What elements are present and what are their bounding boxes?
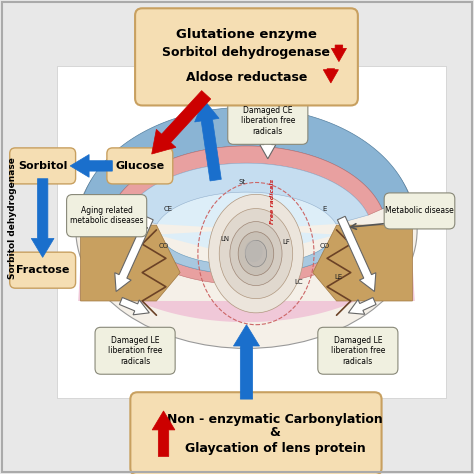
Ellipse shape [209,194,303,313]
Text: &: & [270,426,280,439]
Text: Damaged LE
liberation free
radicals: Damaged LE liberation free radicals [331,336,385,365]
Polygon shape [111,146,382,215]
Polygon shape [119,298,149,315]
Polygon shape [152,91,211,154]
Text: Aging related
metabolic diseases: Aging related metabolic diseases [70,206,144,225]
Text: Glucose: Glucose [115,161,164,171]
Text: Sorbitol: Sorbitol [18,161,67,171]
Text: LF: LF [283,239,291,245]
FancyBboxPatch shape [318,327,398,374]
Polygon shape [78,251,415,322]
Text: Free radicals: Free radicals [270,179,275,224]
FancyBboxPatch shape [10,252,75,288]
Polygon shape [115,216,153,292]
Text: E: E [322,206,327,211]
Polygon shape [313,225,412,301]
Text: Metabolic disease: Metabolic disease [385,207,454,215]
Polygon shape [323,69,338,83]
FancyBboxPatch shape [384,193,455,229]
Text: St: St [238,180,246,185]
Ellipse shape [230,222,282,285]
Polygon shape [152,411,175,456]
Polygon shape [70,155,112,177]
Text: CO: CO [158,244,169,249]
Text: Sorbitol dehydrogenase: Sorbitol dehydrogenase [163,46,330,59]
Text: Fractose: Fractose [16,265,69,275]
Text: Non - enzymatic Carbonylation: Non - enzymatic Carbonylation [167,413,383,426]
Polygon shape [195,100,221,181]
Polygon shape [135,242,358,285]
FancyBboxPatch shape [10,148,75,184]
Ellipse shape [76,111,417,348]
Polygon shape [331,45,346,62]
Text: LC: LC [294,279,303,285]
FancyBboxPatch shape [228,98,308,144]
Text: CE: CE [164,206,173,211]
FancyBboxPatch shape [57,66,446,398]
Text: LN: LN [220,237,230,242]
Polygon shape [31,179,54,257]
Text: Sorbitol dehydrogenase: Sorbitol dehydrogenase [9,157,17,279]
Text: LE: LE [335,274,343,280]
FancyBboxPatch shape [130,392,382,474]
FancyBboxPatch shape [107,148,173,184]
Text: Damaged LE
liberation free
radicals: Damaged LE liberation free radicals [108,336,162,365]
Polygon shape [156,192,337,258]
Polygon shape [81,225,180,301]
Text: Aldose reductase: Aldose reductase [186,71,307,84]
Polygon shape [149,240,344,274]
Ellipse shape [246,240,266,267]
Ellipse shape [219,209,292,299]
Ellipse shape [238,232,274,275]
Polygon shape [233,325,259,399]
Text: Glutatione enzyme: Glutatione enzyme [176,27,317,41]
Polygon shape [260,137,276,159]
FancyBboxPatch shape [66,195,147,237]
Polygon shape [83,108,410,209]
Polygon shape [348,298,376,314]
Text: Glaycation of lens protein: Glaycation of lens protein [184,442,365,456]
Polygon shape [125,163,368,224]
FancyBboxPatch shape [95,327,175,374]
Text: CO: CO [319,244,330,249]
Ellipse shape [245,240,263,262]
FancyBboxPatch shape [135,9,358,106]
Text: Damaged CE
liberation free
radicals: Damaged CE liberation free radicals [241,106,295,136]
Polygon shape [337,216,376,292]
